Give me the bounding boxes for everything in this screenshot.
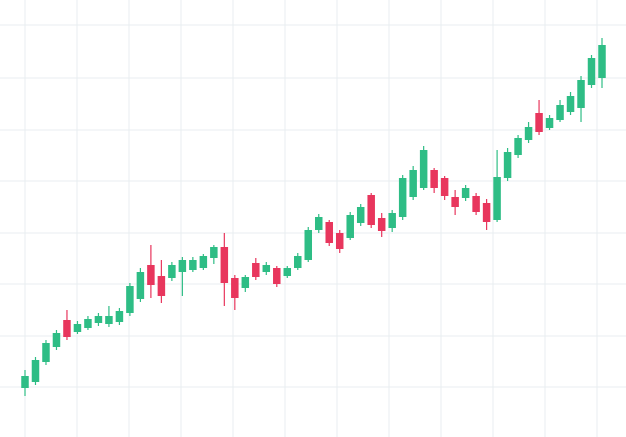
candle-body — [566, 96, 575, 112]
candle-body — [84, 319, 92, 328]
candle-body — [304, 230, 313, 260]
candle-body — [168, 265, 176, 278]
candle-body — [199, 256, 208, 268]
candle-body — [325, 222, 333, 243]
candle-body — [598, 45, 606, 78]
candle-body — [314, 217, 323, 230]
candle-body — [231, 278, 239, 298]
candle-body — [461, 188, 470, 198]
candle-body — [440, 178, 449, 196]
candle-body — [398, 178, 407, 217]
candle-body — [451, 197, 459, 207]
candle-body — [31, 360, 40, 382]
candle-body — [115, 311, 124, 322]
candle-body — [178, 260, 187, 272]
candle-body — [157, 276, 166, 296]
candle-body — [545, 118, 554, 128]
candle-body — [388, 213, 396, 228]
candle-body — [147, 265, 155, 285]
candle-body — [346, 215, 354, 238]
candle-body — [367, 195, 375, 225]
candle-body — [241, 277, 250, 288]
candle-body — [535, 113, 543, 132]
candle-body — [377, 218, 386, 231]
candle-body — [409, 170, 417, 197]
candle-body — [419, 150, 428, 188]
candle-body — [136, 272, 145, 299]
candle-body — [94, 316, 103, 323]
candle-body — [524, 127, 533, 140]
candle-body — [294, 256, 302, 268]
candle-body — [262, 265, 271, 272]
candle-body — [356, 207, 365, 223]
candle-body — [126, 286, 134, 313]
candle-body — [283, 268, 292, 276]
candle-body — [273, 268, 281, 284]
candle-body — [52, 333, 61, 347]
candle-body — [482, 203, 491, 222]
candle-body — [21, 376, 29, 388]
candle-body — [556, 105, 564, 120]
candle-body — [189, 260, 197, 270]
candle-body — [63, 320, 71, 337]
candle-body — [493, 177, 501, 220]
vertical-grid — [24, 0, 598, 437]
candle-body — [42, 343, 50, 362]
candle-body — [503, 152, 512, 178]
candle-body — [105, 316, 113, 324]
candle-body — [220, 247, 229, 283]
candle-body — [430, 170, 438, 188]
candle-body — [252, 263, 260, 277]
candle-body — [73, 324, 82, 332]
candle-body — [587, 58, 596, 85]
candle-body — [472, 196, 480, 212]
candle-body — [335, 233, 344, 249]
candle-body — [210, 247, 218, 258]
candle-body — [577, 80, 585, 108]
candle-body — [514, 138, 522, 155]
